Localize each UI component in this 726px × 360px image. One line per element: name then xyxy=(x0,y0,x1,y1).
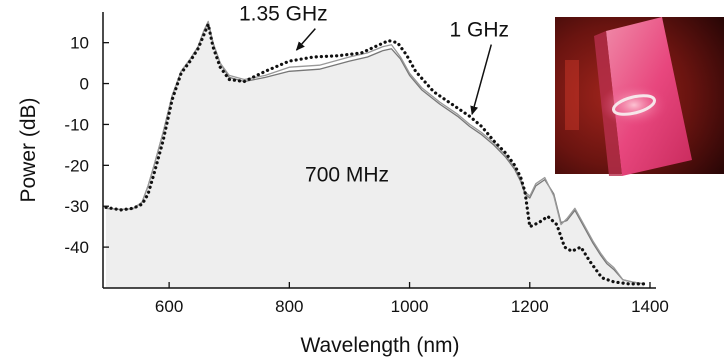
annotation-1: 1 GHz xyxy=(450,19,510,42)
series-line-2 xyxy=(105,20,645,285)
series-layer xyxy=(104,20,646,288)
y-tick-label-10: 10 xyxy=(70,34,89,53)
y-tick-label--40: -40 xyxy=(64,238,89,257)
y-ticks: 10 0 -10 -20 -30 -40 xyxy=(64,34,109,257)
x-ticks: 600 800 1000 1200 1400 xyxy=(155,282,669,316)
annotations: 1.35 GHz 1 GHz 700 MHz xyxy=(239,3,509,187)
y-axis-label: Power (dB) xyxy=(17,97,40,202)
y-tick-label-0: 0 xyxy=(80,75,89,94)
y-tick-label--30: -30 xyxy=(64,197,89,216)
x-axis-label: Wavelength (nm) xyxy=(300,334,459,357)
x-tick-label-600: 600 xyxy=(155,297,183,316)
annotation-arrow-1 xyxy=(470,44,493,116)
annotation-2: 700 MHz xyxy=(305,164,389,187)
y-tick-label--20: -20 xyxy=(64,156,89,175)
x-tick-label-1000: 1000 xyxy=(391,297,429,316)
inset-left-glow xyxy=(565,60,579,130)
inset-photo xyxy=(555,17,724,176)
annotation-0: 1.35 GHz xyxy=(239,3,328,26)
series-line-3 xyxy=(104,22,646,286)
series-area-0 xyxy=(106,22,644,288)
x-tick-label-1400: 1400 xyxy=(631,297,669,316)
x-tick-label-1200: 1200 xyxy=(511,297,549,316)
inset-glow xyxy=(600,83,668,127)
annotation-arrow-0 xyxy=(295,28,316,51)
y-tick-label--10: -10 xyxy=(64,115,89,134)
x-tick-label-800: 800 xyxy=(275,297,303,316)
inset-ring xyxy=(612,94,656,116)
